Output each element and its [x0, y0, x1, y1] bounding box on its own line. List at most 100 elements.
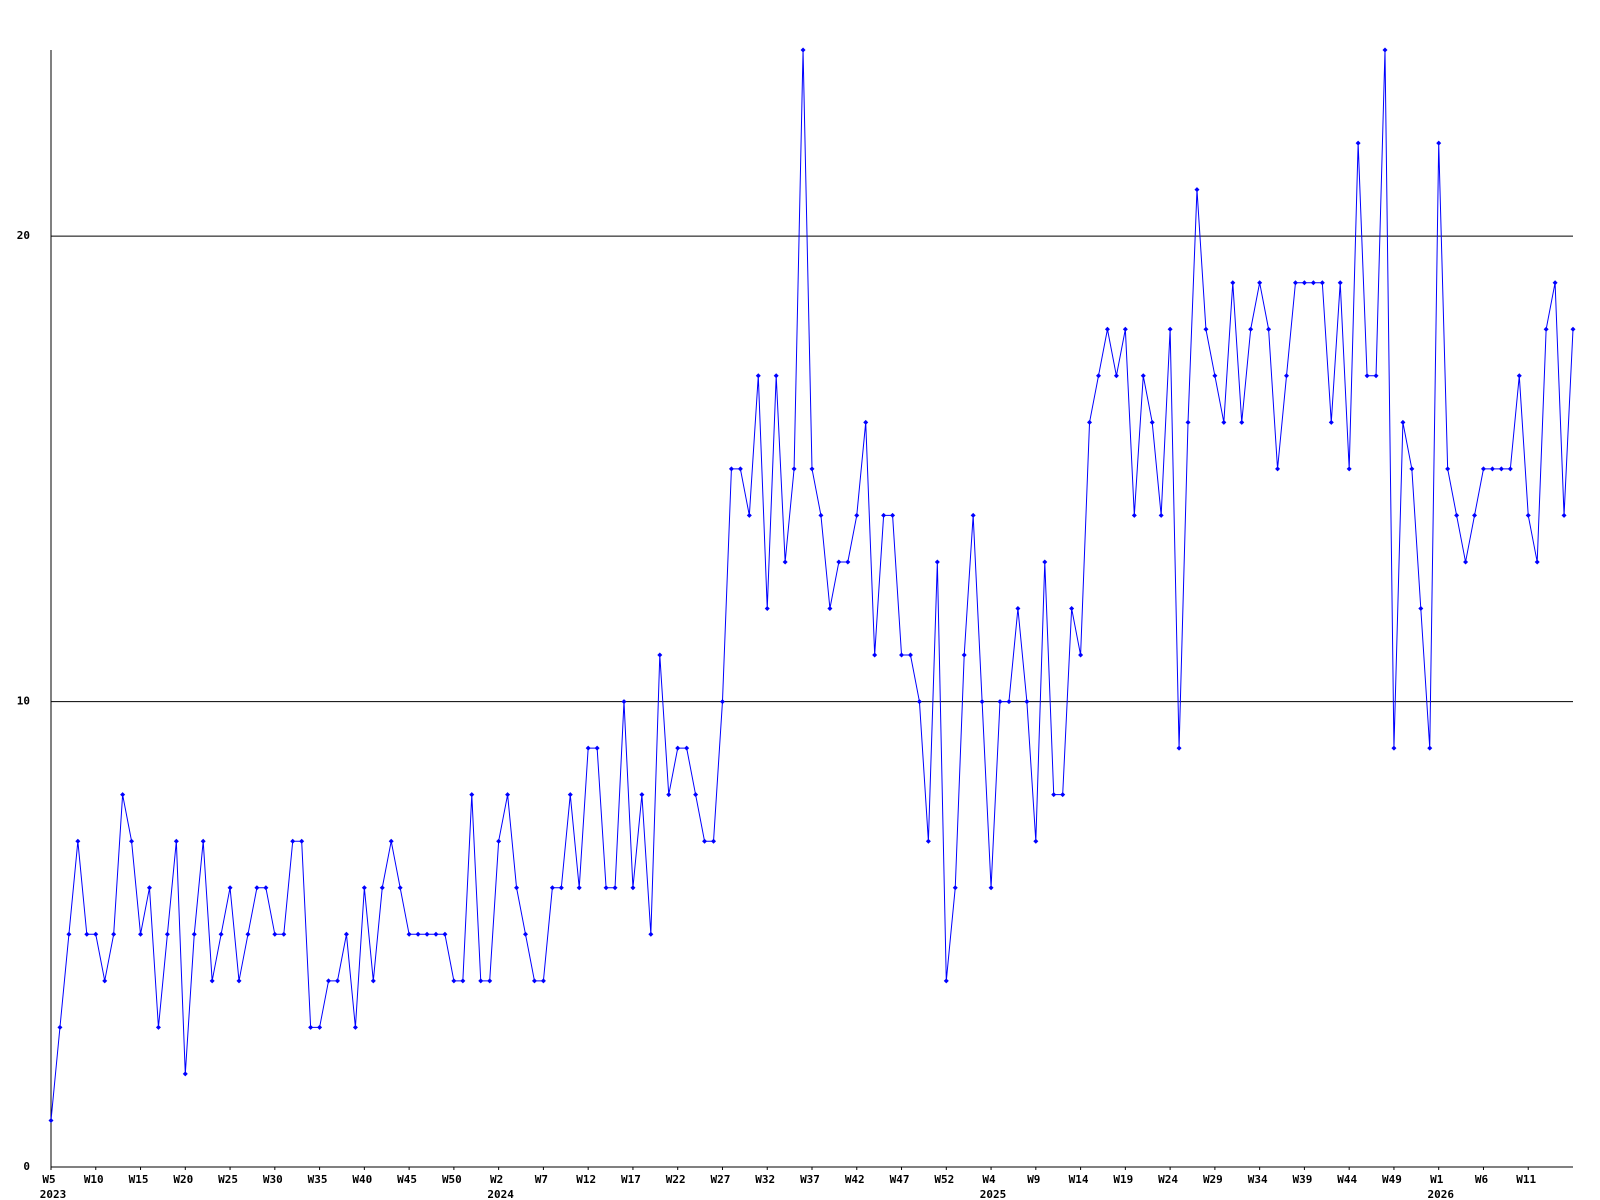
data-point: [209, 978, 215, 984]
data-point: [684, 745, 690, 751]
data-point: [84, 931, 90, 937]
x-tick-label: W24: [1158, 1173, 1178, 1186]
data-point: [1095, 373, 1101, 379]
data-point: [478, 978, 484, 984]
data-point: [854, 512, 860, 518]
data-point: [1301, 280, 1307, 286]
data-point: [173, 838, 179, 844]
data-point: [1176, 745, 1182, 751]
x-tick-label: W19: [1113, 1173, 1133, 1186]
data-point: [138, 931, 144, 937]
data-point: [1033, 838, 1039, 844]
data-point: [281, 931, 287, 937]
data-point: [505, 792, 511, 798]
x-tick-label: W11: [1516, 1173, 1536, 1186]
data-point: [1436, 140, 1442, 146]
data-point: [1525, 512, 1531, 518]
data-point: [326, 978, 332, 984]
x-tick-label: W35: [308, 1173, 328, 1186]
data-point: [290, 838, 296, 844]
data-point: [48, 1117, 54, 1123]
data-point: [370, 978, 376, 984]
data-point: [970, 512, 976, 518]
x-group-label: 2023: [40, 1188, 67, 1200]
x-tick-label: W17: [621, 1173, 641, 1186]
data-point: [1131, 512, 1137, 518]
data-point: [702, 838, 708, 844]
data-point: [424, 931, 430, 937]
data-point: [567, 792, 573, 798]
data-point: [460, 978, 466, 984]
data-point: [1373, 373, 1379, 379]
data-point: [1346, 466, 1352, 472]
x-tick-label: W30: [263, 1173, 283, 1186]
data-point: [549, 885, 555, 891]
data-point: [120, 792, 126, 798]
x-tick-label: W40: [352, 1173, 372, 1186]
x-group-label: 2025: [980, 1188, 1007, 1200]
data-point: [1140, 373, 1146, 379]
x-tick-label: W1: [1430, 1173, 1444, 1186]
data-point: [1489, 466, 1495, 472]
data-point: [1122, 326, 1128, 332]
data-point: [245, 931, 251, 937]
data-point: [1284, 373, 1290, 379]
data-point: [1463, 559, 1469, 565]
data-point: [1472, 512, 1478, 518]
data-point: [182, 1071, 188, 1077]
data-point: [57, 1024, 63, 1030]
data-point: [1391, 745, 1397, 751]
y-tick-label: 20: [17, 229, 30, 242]
x-tick-label: W45: [397, 1173, 417, 1186]
data-point: [236, 978, 242, 984]
data-point: [1382, 47, 1388, 53]
data-point: [146, 885, 152, 891]
data-point: [102, 978, 108, 984]
data-point: [1167, 326, 1173, 332]
data-point: [648, 931, 654, 937]
data-point: [1239, 419, 1245, 425]
data-point: [1221, 419, 1227, 425]
x-tick-label: W29: [1203, 1173, 1223, 1186]
data-point: [657, 652, 663, 658]
x-tick-label: W42: [845, 1173, 865, 1186]
data-point: [1060, 792, 1066, 798]
data-point: [540, 978, 546, 984]
data-point: [406, 931, 412, 937]
data-point: [916, 699, 922, 705]
data-point: [523, 931, 529, 937]
data-point: [1480, 466, 1486, 472]
data-point: [1015, 606, 1021, 611]
data-point: [200, 838, 206, 844]
data-point: [1149, 419, 1155, 425]
data-point: [487, 978, 493, 984]
data-point: [1078, 652, 1084, 658]
data-point: [1042, 559, 1048, 565]
data-point: [603, 885, 609, 891]
y-tick-label: 0: [23, 1160, 30, 1173]
data-point: [764, 606, 770, 611]
data-point: [1024, 699, 1030, 705]
data-point: [93, 931, 99, 937]
data-point: [1113, 373, 1119, 379]
data-point: [1418, 606, 1424, 611]
data-point: [469, 792, 475, 798]
data-point: [111, 931, 117, 937]
data-point: [1355, 140, 1361, 146]
data-point: [1319, 280, 1325, 286]
x-tick-label: W44: [1337, 1173, 1357, 1186]
data-point: [639, 792, 645, 798]
data-point: [612, 885, 618, 891]
data-point: [1185, 419, 1191, 425]
data-point: [155, 1024, 161, 1030]
data-point: [415, 931, 421, 937]
data-point: [1292, 280, 1298, 286]
data-point: [1552, 280, 1558, 286]
data-point: [1570, 326, 1576, 332]
data-point: [66, 931, 72, 937]
data-point: [934, 559, 940, 565]
data-point: [361, 885, 367, 891]
x-tick-label: W5: [42, 1173, 55, 1186]
data-point: [1069, 606, 1075, 611]
data-point: [191, 931, 197, 937]
